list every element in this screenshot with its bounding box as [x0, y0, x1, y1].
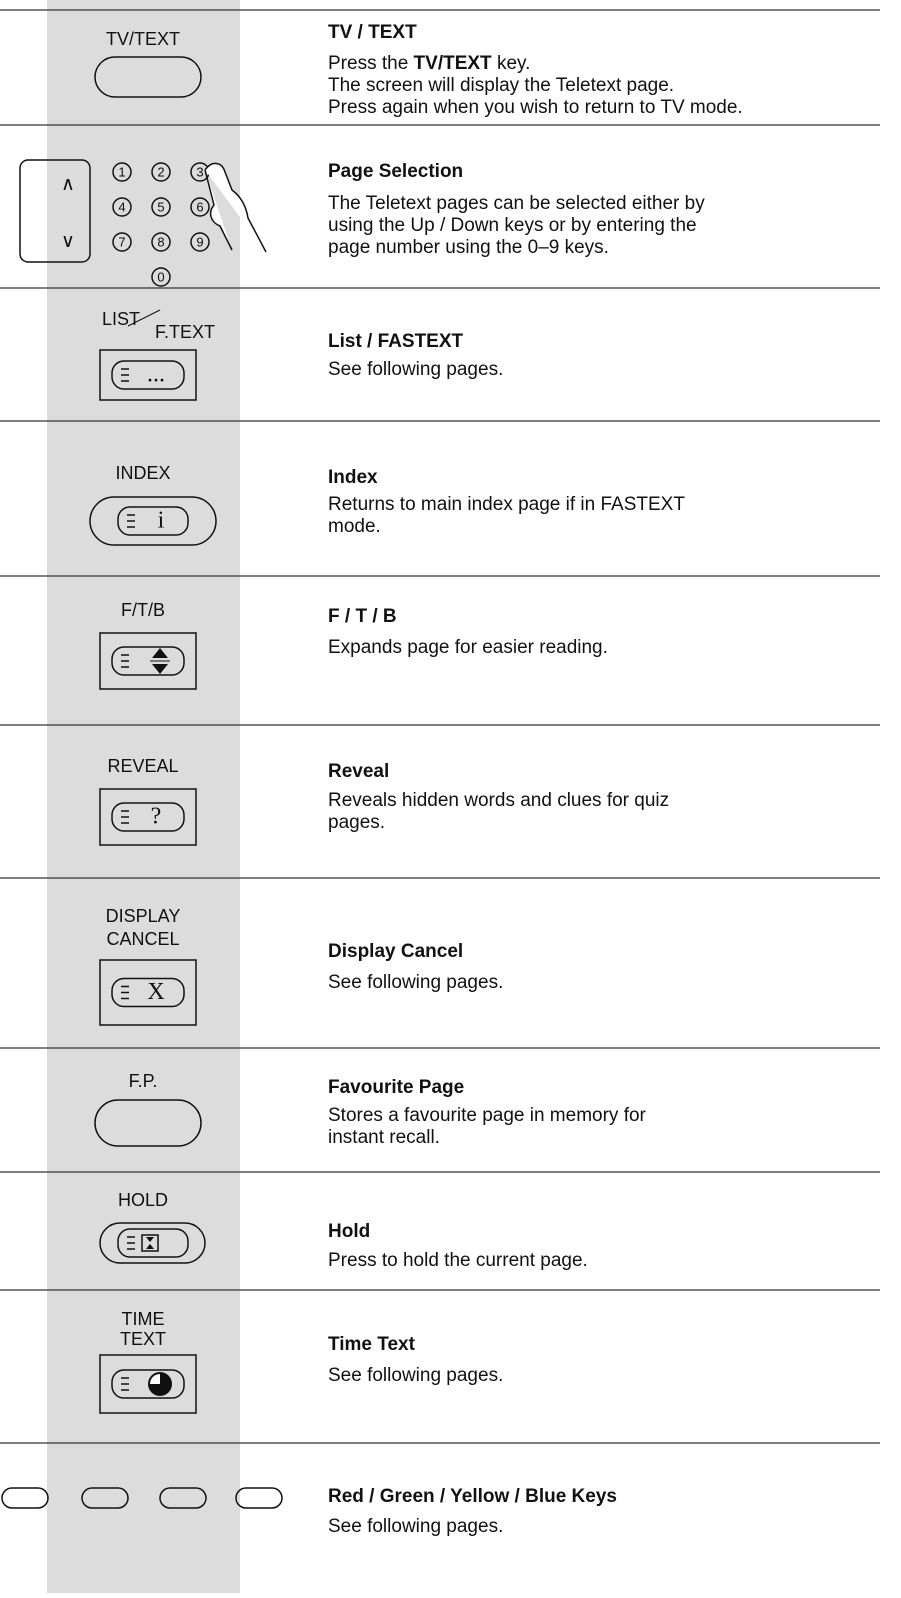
key-button: [94, 1099, 202, 1147]
icon-arrow: [152, 664, 168, 674]
arrow-symbol: ∨: [61, 231, 75, 252]
description-line: Expands page for easier reading.: [328, 637, 608, 658]
description-line: Press to hold the current page.: [328, 1250, 588, 1271]
icon-arrow: [152, 648, 168, 658]
key-icon: [111, 646, 185, 676]
number-key: [151, 232, 171, 252]
number-key-label: 1: [118, 164, 125, 179]
description-line: pages.: [328, 812, 385, 833]
number-key-label: 8: [157, 234, 164, 249]
description-line: The Teletext pages can be selected eithe…: [328, 193, 705, 214]
key-label: REVEAL: [107, 756, 178, 776]
description-line: See following pages.: [328, 359, 503, 380]
color-key: [81, 1487, 129, 1509]
number-key-label: 6: [196, 199, 203, 214]
key-label: TEXT: [120, 1329, 166, 1349]
hand: [204, 162, 267, 253]
key-button: [99, 959, 197, 1026]
color-key: [1, 1487, 49, 1509]
icon-arrow: [146, 1237, 154, 1249]
description-part: key.: [492, 53, 531, 74]
description-line: Press again when you wish to return to T…: [328, 97, 743, 118]
description-line: The screen will display the Teletext pag…: [328, 75, 674, 96]
number-key: [190, 197, 210, 217]
color-key: [159, 1487, 207, 1509]
description-line: See following pages.: [328, 972, 503, 993]
key-label: F/T/B: [121, 600, 165, 620]
row-title: F / T / B: [328, 606, 397, 627]
row-title: Page Selection: [328, 161, 463, 182]
number-key-label: 0: [157, 269, 164, 284]
key-icon-text: ?: [151, 804, 162, 830]
number-key: [112, 197, 132, 217]
key-button: [99, 1222, 206, 1264]
key-column: [47, 0, 240, 1593]
description-line: Press the TV/TEXT key.: [328, 53, 530, 74]
row-title: Time Text: [328, 1334, 416, 1355]
description-line: page number using the 0–9 keys.: [328, 237, 609, 258]
row-title: Hold: [328, 1221, 370, 1242]
color-key: [235, 1487, 283, 1509]
key-label: CANCEL: [106, 929, 179, 949]
arrow-symbol: ∧: [61, 174, 75, 195]
number-key: [151, 267, 171, 287]
description-part: TV/TEXT: [414, 53, 493, 74]
number-key-label: 4: [118, 199, 125, 214]
key-button: [99, 349, 197, 401]
description-line: Stores a favourite page in memory for: [328, 1105, 647, 1126]
key-icon-text: X: [147, 979, 164, 1005]
label-slash: [127, 309, 161, 327]
icon-hold: [141, 1234, 159, 1252]
row-title: Reveal: [328, 761, 389, 782]
description-line: Returns to main index page if in FASTEXT: [328, 494, 685, 515]
description-line: using the Up / Down keys or by entering …: [328, 215, 697, 236]
description-line: See following pages.: [328, 1365, 503, 1386]
row-title: Index: [328, 467, 378, 488]
key-icon: [111, 360, 185, 390]
key-label: INDEX: [115, 463, 170, 483]
key-button: [99, 632, 197, 690]
key-icon: [111, 802, 185, 832]
key-icon-text: ...: [147, 362, 165, 388]
key-label: F.TEXT: [155, 322, 215, 342]
number-key: [112, 162, 132, 182]
key-icon: [111, 977, 185, 1008]
number-key: [190, 232, 210, 252]
key-label: DISPLAY: [106, 906, 181, 926]
key-icon: [111, 1369, 185, 1399]
number-key: [151, 197, 171, 217]
description-line: mode.: [328, 516, 381, 537]
key-label: HOLD: [118, 1190, 168, 1210]
key-icon: [117, 1228, 189, 1258]
key-icon: [117, 506, 189, 536]
row-title: Favourite Page: [328, 1077, 464, 1098]
icon-clock-face: [150, 1374, 160, 1384]
number-key-label: 9: [196, 234, 203, 249]
key-button: [99, 1354, 197, 1414]
number-key-label: 2: [157, 164, 164, 179]
key-button: [99, 788, 197, 846]
key-label: LIST: [102, 309, 140, 329]
description-line: See following pages.: [328, 1516, 503, 1537]
arrow-key: [19, 159, 91, 263]
key-button: [94, 56, 202, 98]
number-key: [112, 232, 132, 252]
number-key: [151, 162, 171, 182]
number-key-label: 5: [157, 199, 164, 214]
key-icon-text: i: [158, 508, 165, 534]
number-key-label: 7: [118, 234, 125, 249]
description-part: Press the: [328, 53, 414, 74]
description-line: Reveals hidden words and clues for quiz: [328, 790, 669, 811]
row-title: Red / Green / Yellow / Blue Keys: [328, 1486, 617, 1507]
key-button: [89, 496, 217, 546]
row-title: TV / TEXT: [328, 22, 417, 43]
row-title: List / FASTEXT: [328, 331, 464, 352]
number-key-label: 3: [196, 164, 203, 179]
key-label: TV/TEXT: [106, 29, 180, 49]
row-title: Display Cancel: [328, 941, 463, 962]
description-line: instant recall.: [328, 1127, 440, 1148]
key-label: F.P.: [129, 1071, 158, 1091]
key-label: TIME: [122, 1309, 165, 1329]
